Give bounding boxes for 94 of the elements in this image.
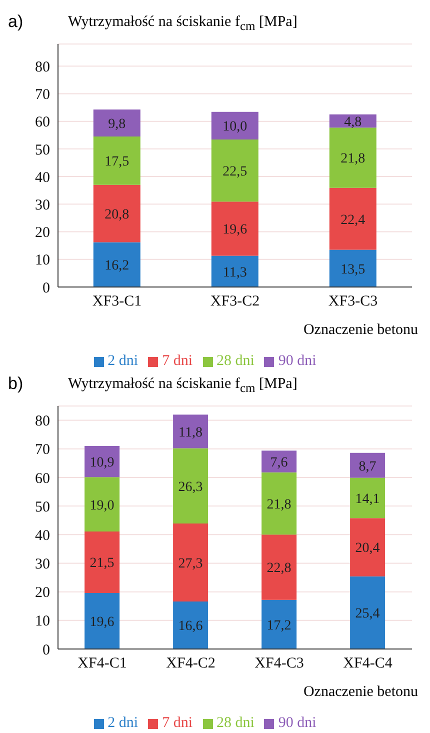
bar: [350, 478, 386, 518]
bar: [173, 602, 208, 649]
y-tick-label: 10: [35, 252, 50, 269]
bar: [211, 202, 258, 256]
legend-label: 7 dni: [162, 353, 192, 369]
y-tick-label: 80: [35, 414, 50, 430]
bar: [350, 452, 386, 478]
data-label: 17,2: [266, 618, 292, 634]
bar: [211, 140, 258, 202]
x-tick-label: XF3-C3: [328, 294, 378, 310]
data-label: 21,8: [340, 152, 366, 167]
y-tick-label: 0: [42, 642, 50, 658]
x-tick-label: XF4-C4: [343, 656, 393, 672]
data-label: 7,6: [270, 455, 288, 470]
bar: [262, 472, 297, 535]
bar: [329, 128, 376, 188]
data-label: 4,8: [344, 115, 362, 130]
y-tick-label: 30: [35, 197, 50, 214]
bar: [84, 446, 120, 478]
x-tick-label: XF4-C1: [78, 656, 127, 672]
data-label: 19,6: [222, 222, 248, 238]
bar: [350, 576, 386, 649]
legend-label: 28 dni: [216, 353, 254, 369]
bar: [173, 524, 208, 602]
y-tick-label: 80: [35, 59, 50, 76]
data-label: 19,0: [90, 498, 114, 514]
legend-label: 90 dni: [278, 715, 316, 731]
y-tick-label: 0: [42, 280, 50, 296]
y-tick-label: 20: [35, 225, 50, 242]
data-label: 14,1: [355, 492, 380, 507]
y-tick-label: 10: [35, 614, 50, 630]
legend-label: 90 dni: [278, 353, 316, 369]
data-label: 22,4: [340, 212, 366, 228]
bar: [173, 448, 208, 524]
chart-title: a): [8, 12, 24, 32]
y-tick-label: 20: [35, 585, 50, 602]
data-label: 13,5: [340, 262, 366, 278]
data-label: 16,2: [104, 258, 130, 274]
y-axis-title: Wytrzymałość na ściskanie f$_{cm}$ [MPa]: [68, 376, 298, 396]
data-label: 9,8: [108, 116, 126, 132]
bar: [93, 136, 140, 185]
x-tick-label: XF4-C3: [254, 656, 304, 672]
legend-label: 28 dni: [216, 715, 254, 731]
data-label: 25,4: [355, 606, 380, 622]
data-label: 10,9: [90, 456, 114, 471]
data-label: 11,3: [222, 265, 247, 280]
data-label: 8,7: [358, 459, 376, 474]
legend-label: 2 dni: [108, 353, 138, 369]
bar: [211, 256, 258, 287]
bar: [84, 477, 120, 532]
data-label: 22,5: [222, 164, 248, 180]
data-label: 21,8: [266, 497, 292, 512]
bar: [329, 250, 376, 287]
data-label: 26,3: [178, 480, 203, 495]
y-tick-label: 40: [35, 528, 50, 544]
bar: [350, 518, 386, 576]
bar: [329, 188, 376, 250]
bar: [173, 414, 208, 448]
data-label: 10,0: [222, 120, 248, 135]
y-tick-label: 40: [35, 170, 50, 186]
y-tick-label: 50: [35, 142, 50, 158]
data-label: 22,8: [266, 561, 292, 576]
bar: [93, 109, 140, 137]
y-tick-label: 50: [35, 499, 50, 516]
data-label: 21,5: [90, 556, 114, 572]
y-tick-label: 60: [35, 114, 50, 131]
x-axis-title: Oznaczenie betonu: [303, 322, 418, 339]
data-label: 20,8: [104, 208, 130, 223]
data-label: 16,6: [178, 619, 203, 634]
x-tick-label: XF4-C2: [166, 656, 216, 672]
legend-label: 2 dni: [108, 715, 138, 731]
y-tick-label: 70: [35, 87, 50, 104]
bar: [93, 242, 140, 287]
x-tick-label: XF3-C2: [210, 294, 260, 310]
x-tick-label: XF3-C1: [92, 294, 142, 310]
y-tick-label: 60: [35, 470, 50, 487]
legend-label: 7 dni: [162, 715, 192, 731]
bar: [93, 184, 140, 242]
bar: [84, 532, 120, 593]
data-label: 11,8: [178, 425, 203, 440]
y-tick-label: 70: [35, 442, 50, 458]
chart-title: b): [8, 374, 24, 394]
bar: [84, 592, 120, 649]
data-label: 17,5: [104, 154, 130, 170]
bar: [262, 534, 297, 600]
data-label: 20,4: [355, 541, 380, 556]
bar: [262, 450, 297, 472]
y-axis-title: Wytrzymałość na ściskanie f$_{cm}$ [MPa]: [68, 14, 298, 34]
y-tick-label: 30: [35, 556, 50, 573]
data-label: 27,3: [178, 556, 203, 572]
x-axis-title: Oznaczenie betonu: [303, 684, 418, 701]
data-label: 19,6: [90, 614, 114, 630]
bar: [211, 112, 258, 140]
bar: [262, 600, 297, 649]
